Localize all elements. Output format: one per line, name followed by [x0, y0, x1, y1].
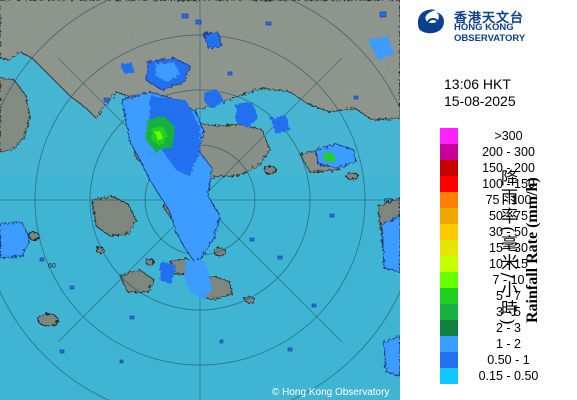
- legend-label: 50 - 75: [489, 209, 528, 223]
- legend-swatch: [440, 176, 458, 192]
- legend-label: 3 - 5: [495, 305, 521, 319]
- legend-swatch: [440, 128, 458, 144]
- legend-title-chinese: 降雨率(毫米/小時): [497, 169, 517, 327]
- legend-label: 0.50 - 1: [487, 353, 530, 367]
- legend-row: 75 - 100: [440, 192, 577, 208]
- legend-label: 5 - 7: [495, 289, 521, 303]
- legend-swatch: [440, 224, 458, 240]
- legend-row: 30 - 50: [440, 224, 577, 240]
- scattered-echoes: [39, 11, 387, 364]
- legend-swatch: [440, 256, 458, 272]
- radar-map: 60 60 © Hong Kong Observatory: [0, 0, 400, 400]
- legend-row: 0.15 - 0.50: [440, 368, 577, 384]
- legend-row: 3 - 5: [440, 304, 577, 320]
- legend-title-english: Rainfall Rate (mm/h): [524, 177, 541, 323]
- legend-swatch: [440, 160, 458, 176]
- legend-row: 2 - 3: [440, 320, 577, 336]
- legend-label: 7 - 10: [492, 273, 525, 287]
- legend-swatch: [440, 288, 458, 304]
- legend-row: >300: [440, 128, 577, 144]
- copyright-text: © Hong Kong Observatory: [272, 387, 389, 398]
- legend-swatch: [440, 304, 458, 320]
- observation-time: 13:06 HKT: [444, 76, 511, 92]
- hko-logo-icon: [418, 9, 444, 34]
- legend-row: 7 - 10: [440, 272, 577, 288]
- legend-swatch: [440, 272, 458, 288]
- legend-row: 1 - 2: [440, 336, 577, 352]
- legend-swatch: [440, 352, 458, 368]
- legend-swatch: [440, 320, 458, 336]
- rain-echoes: [0, 31, 400, 377]
- legend-swatch: [440, 240, 458, 256]
- legend-label: 200 - 300: [482, 145, 535, 159]
- legend-row: 50 - 75: [440, 208, 577, 224]
- observation-date: 15-08-2025: [444, 93, 516, 109]
- legend-label: 10 - 15: [489, 257, 528, 271]
- legend-swatch: [440, 336, 458, 352]
- legend-row: 10 - 15: [440, 256, 577, 272]
- logo-english: HONG KONG OBSERVATORY: [454, 22, 526, 44]
- legend-row: 0.50 - 1: [440, 352, 577, 368]
- legend-panel: [400, 0, 577, 400]
- legend-label: 100 - 150: [482, 177, 535, 191]
- legend-label: 2 - 3: [495, 321, 521, 335]
- legend-row: 150 - 200: [440, 160, 577, 176]
- legend-label: 75 - 100: [485, 193, 532, 207]
- legend-swatch: [440, 208, 458, 224]
- legend-swatch: [440, 144, 458, 160]
- legend-swatch: [440, 192, 458, 208]
- legend-label: 30 - 50: [489, 225, 528, 239]
- range-ring-label: 60: [384, 198, 392, 205]
- legend-row: 15 - 30: [440, 240, 577, 256]
- legend-row: 5 - 7: [440, 288, 577, 304]
- legend-label: 0.15 - 0.50: [478, 369, 539, 383]
- logo-chinese: 香港天文台: [454, 10, 525, 25]
- legend-label: 15 - 30: [489, 241, 528, 255]
- legend-label: 150 - 200: [482, 161, 535, 175]
- legend-row: 200 - 300: [440, 144, 577, 160]
- range-ring-label: 60: [48, 263, 56, 270]
- legend-row: 100 - 150: [440, 176, 577, 192]
- legend-label: >300: [494, 129, 523, 143]
- legend-label: 1 - 2: [495, 337, 521, 351]
- legend-swatch: [440, 368, 458, 384]
